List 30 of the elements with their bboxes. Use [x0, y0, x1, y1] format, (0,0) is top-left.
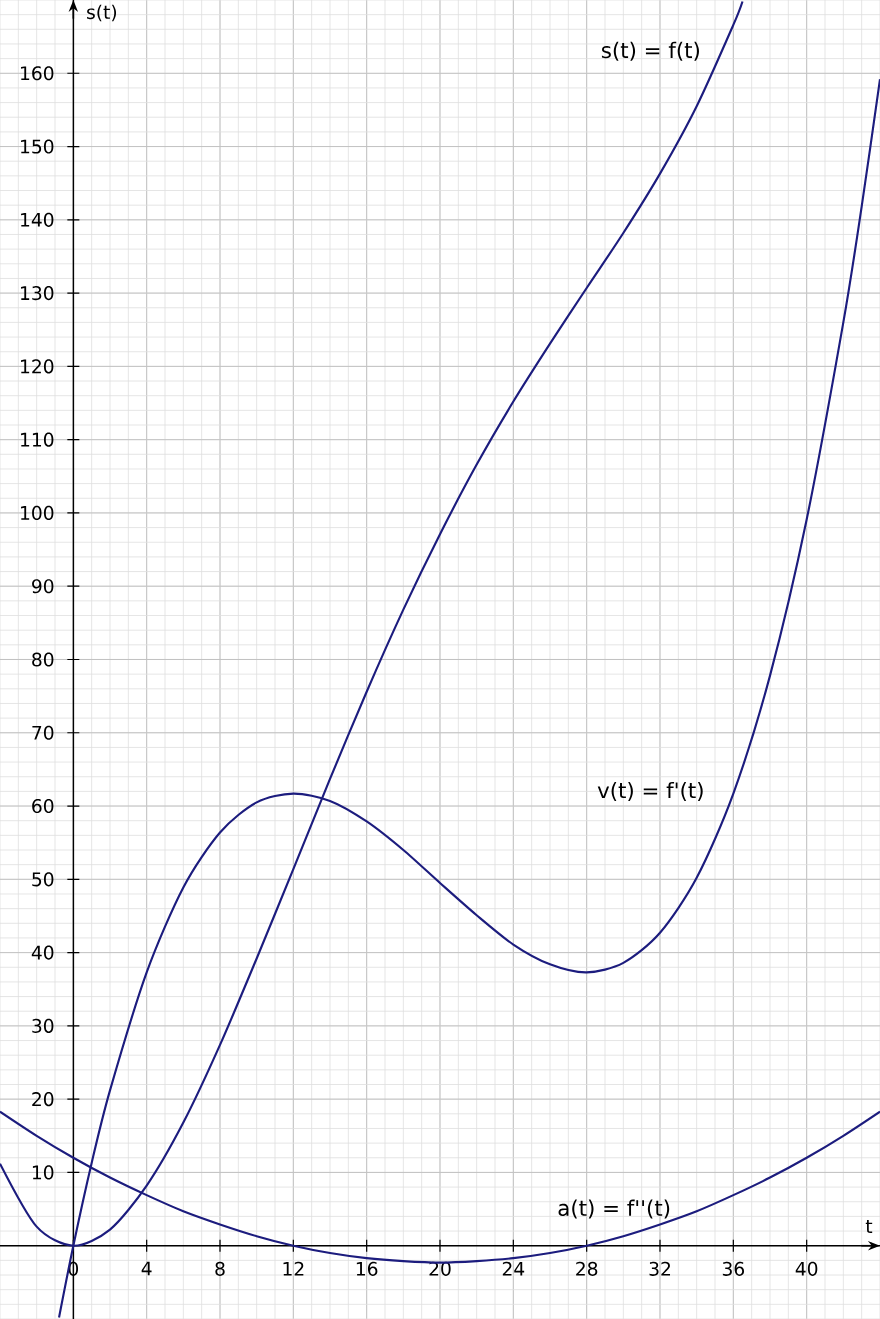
- x-tick-label: 24: [502, 1261, 525, 1276]
- y-tick-label: 40: [31, 945, 54, 960]
- y-tick-label: 130: [21, 286, 54, 301]
- y-tick-label: 120: [21, 359, 54, 374]
- y-tick-label: 50: [32, 872, 54, 887]
- x-tick-label: 28: [576, 1261, 598, 1276]
- y-tick-label: 30: [32, 1018, 54, 1033]
- y-tick-label: 160: [21, 66, 54, 81]
- x-tick-label: 36: [722, 1261, 745, 1276]
- y-tick-label: 100: [21, 505, 54, 520]
- series-label: a(t) = f''(t): [558, 1199, 670, 1219]
- x-tick-label: 12: [283, 1261, 304, 1276]
- x-tick-label: 4: [141, 1261, 152, 1276]
- x-tick-label: 40: [795, 1261, 818, 1276]
- y-tick-label: 150: [21, 139, 54, 154]
- y-tick-label: 70: [32, 725, 54, 740]
- y-tick-label: 110: [21, 432, 54, 447]
- x-tick-label: 8: [215, 1261, 225, 1276]
- series-label: v(t) = f'(t): [597, 781, 703, 801]
- y-tick-label: 60: [32, 798, 54, 814]
- x-tick-label: 32: [649, 1261, 671, 1276]
- y-tick-label: 140: [21, 212, 54, 227]
- x-tick-label: 16: [356, 1261, 378, 1276]
- y-tick-label: 10: [32, 1165, 54, 1180]
- y-tick-label: 20: [32, 1092, 54, 1107]
- y-axis-title: s(t): [87, 4, 117, 22]
- y-tick-label: 80: [32, 652, 54, 667]
- x-axis-title: t: [865, 1219, 873, 1233]
- series-label: s(t) = f(t): [601, 41, 700, 61]
- y-tick-label: 90: [32, 579, 54, 594]
